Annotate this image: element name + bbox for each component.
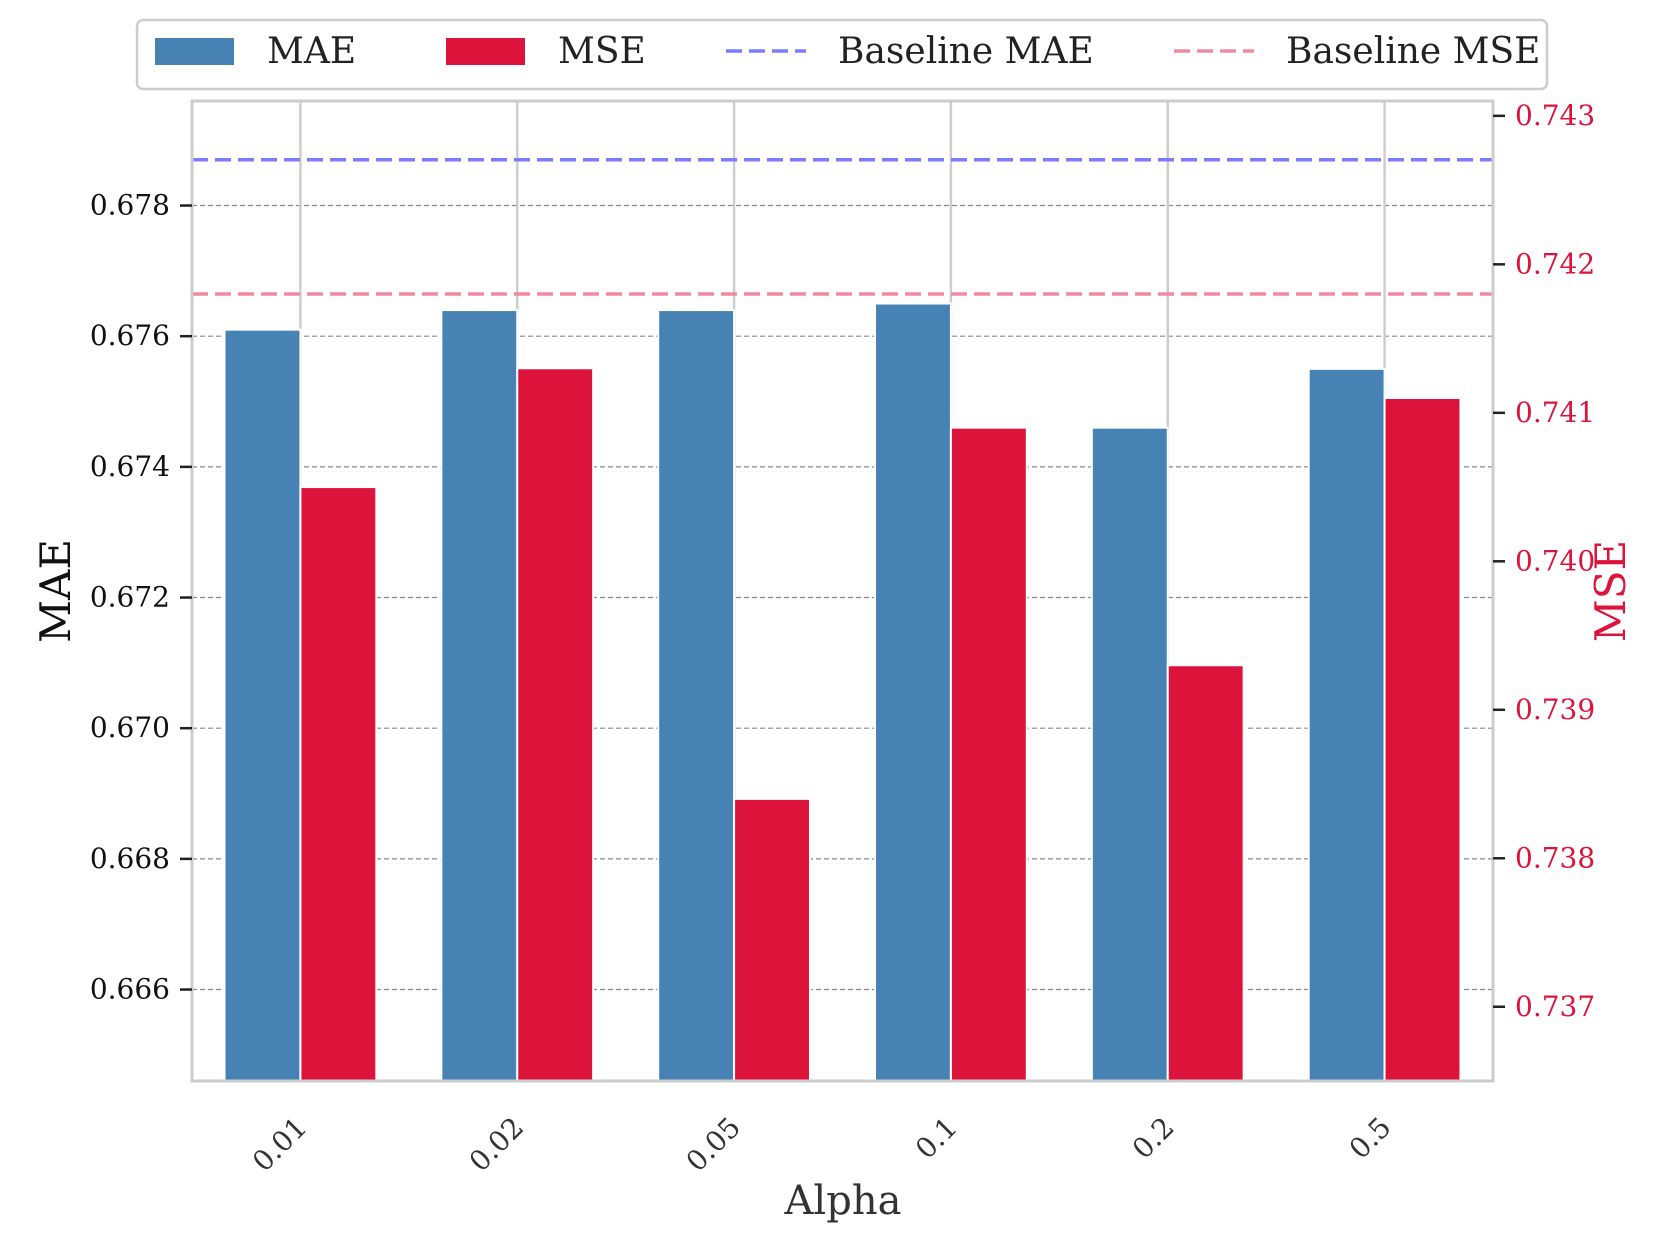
- y2-tick-label: 0.738: [1515, 841, 1595, 874]
- legend-label: MSE: [558, 31, 646, 72]
- plot-frame: [190, 99, 1495, 1083]
- x-tick-label: 0.05: [680, 1111, 747, 1178]
- y2-tick-label: 0.743: [1515, 99, 1595, 132]
- bar-mae: [1090, 426, 1169, 1082]
- bar-mae: [1307, 367, 1386, 1083]
- y2-axis-label: MSE: [1586, 540, 1635, 642]
- legend-swatch: [446, 38, 525, 65]
- x-tick-label: 0.2: [1126, 1111, 1181, 1166]
- y2-tick-label: 0.737: [1515, 990, 1595, 1023]
- x-tick-label: 0.02: [463, 1111, 530, 1178]
- legend-label: MAE: [267, 31, 356, 72]
- legend-swatch: [155, 38, 234, 65]
- bar-mse: [733, 797, 811, 1082]
- y2-tick-label: 0.742: [1515, 247, 1595, 280]
- y-tick-label: 0.676: [90, 319, 170, 352]
- legend-label: Baseline MSE: [1286, 31, 1540, 72]
- bar-mse: [516, 367, 595, 1083]
- y-tick-label: 0.672: [90, 581, 170, 614]
- bar-mae: [223, 328, 302, 1082]
- x-tick-label: 0.5: [1343, 1111, 1398, 1166]
- bar-mae: [657, 309, 736, 1083]
- y2-tick-label: 0.741: [1515, 396, 1595, 429]
- x-tick-label: 0.1: [909, 1111, 964, 1166]
- bar-mae: [440, 309, 519, 1083]
- bar-mse: [1383, 396, 1462, 1082]
- y-tick-label: 0.674: [90, 450, 170, 483]
- bar-mae: [874, 302, 952, 1082]
- y-tick-label: 0.666: [90, 973, 170, 1006]
- y-tick-label: 0.670: [90, 711, 170, 744]
- bar-mse: [949, 426, 1028, 1082]
- y-tick-label: 0.668: [90, 842, 170, 875]
- legend-label: Baseline MAE: [838, 31, 1094, 72]
- y-axis-label: MAE: [31, 539, 80, 643]
- x-tick-label: 0.01: [246, 1111, 313, 1178]
- x-axis-label: Alpha: [784, 1178, 902, 1224]
- y2-tick-label: 0.740: [1515, 544, 1595, 577]
- legend-box: [135, 18, 1549, 91]
- y2-tick-label: 0.739: [1515, 693, 1595, 726]
- bar-mse: [1166, 664, 1245, 1082]
- y-tick-label: 0.678: [90, 189, 170, 222]
- bar-mse: [299, 486, 378, 1082]
